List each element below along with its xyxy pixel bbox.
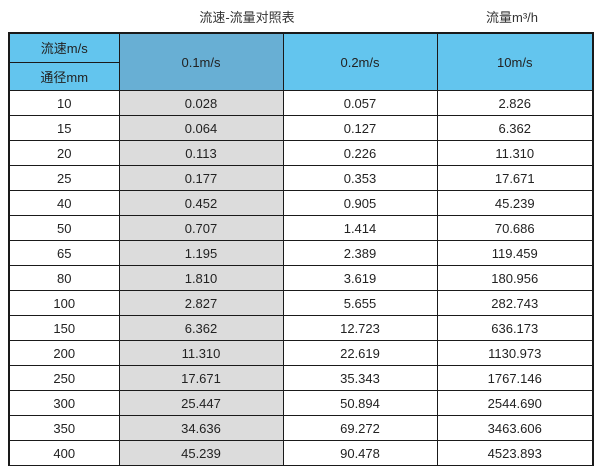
table-row: 40 0.452 0.905 45.239 xyxy=(8,190,594,216)
value-cell-0-1ms: 1.810 xyxy=(118,265,284,291)
value-cell-10ms: 3463.606 xyxy=(436,415,594,441)
value-cell-0-1ms: 25.447 xyxy=(118,390,284,416)
table-row: 150 6.362 12.723 636.173 xyxy=(8,315,594,341)
value-cell-0-1ms: 0.113 xyxy=(118,140,284,166)
value-cell-0-2ms: 2.389 xyxy=(282,240,438,266)
table-row: 10 0.028 0.057 2.826 xyxy=(8,90,594,116)
value-cell-0-1ms: 1.195 xyxy=(118,240,284,266)
value-cell-0-2ms: 3.619 xyxy=(282,265,438,291)
table-row: 250 17.671 35.343 1767.146 xyxy=(8,365,594,391)
diameter-cell: 10 xyxy=(8,90,120,116)
value-cell-0-2ms: 0.057 xyxy=(282,90,438,116)
diameter-cell: 100 xyxy=(8,290,120,316)
value-cell-0-1ms: 0.064 xyxy=(118,115,284,141)
value-cell-10ms: 119.459 xyxy=(436,240,594,266)
diameter-cell: 25 xyxy=(8,165,120,191)
diameter-cell: 200 xyxy=(8,340,120,366)
table-row: 80 1.810 3.619 180.956 xyxy=(8,265,594,291)
value-cell-0-2ms: 0.226 xyxy=(282,140,438,166)
flow-unit-label: 流量m³/h xyxy=(485,10,539,25)
value-cell-0-1ms: 0.452 xyxy=(118,190,284,216)
value-cell-10ms: 636.173 xyxy=(436,315,594,341)
value-cell-10ms: 70.686 xyxy=(436,215,594,241)
value-cell-0-2ms: 1.414 xyxy=(282,215,438,241)
value-cell-10ms: 17.671 xyxy=(436,165,594,191)
diameter-cell: 300 xyxy=(8,390,120,416)
value-cell-0-2ms: 50.894 xyxy=(282,390,438,416)
table-row: 25 0.177 0.353 17.671 xyxy=(8,165,594,191)
value-cell-0-1ms: 0.028 xyxy=(118,90,284,116)
value-cell-0-2ms: 5.655 xyxy=(282,290,438,316)
diameter-cell: 350 xyxy=(8,415,120,441)
value-cell-0-1ms: 2.827 xyxy=(118,290,284,316)
value-cell-10ms: 1130.973 xyxy=(436,340,594,366)
value-cell-0-2ms: 12.723 xyxy=(282,315,438,341)
diameter-cell: 50 xyxy=(8,215,120,241)
value-cell-0-2ms: 69.272 xyxy=(282,415,438,441)
table-row: 20 0.113 0.226 11.310 xyxy=(8,140,594,166)
value-cell-0-2ms: 0.353 xyxy=(282,165,438,191)
value-cell-0-2ms: 0.127 xyxy=(282,115,438,141)
diameter-cell: 20 xyxy=(8,140,120,166)
diameter-cell: 40 xyxy=(8,190,120,216)
value-cell-0-2ms: 35.343 xyxy=(282,365,438,391)
header-row: 流速m/s 通径mm 0.1m/s 0.2m/s 10m/s xyxy=(8,32,594,91)
value-cell-10ms: 2544.690 xyxy=(436,390,594,416)
table-body: 10 0.028 0.057 2.826 15 0.064 0.127 6.36… xyxy=(8,90,594,466)
table-title: 流速-流量对照表 xyxy=(199,10,295,25)
table-row: 400 45.239 90.478 4523.893 xyxy=(8,440,594,466)
diameter-cell: 65 xyxy=(8,240,120,266)
value-cell-10ms: 4523.893 xyxy=(436,440,594,466)
value-cell-0-2ms: 0.905 xyxy=(282,190,438,216)
table-row: 350 34.636 69.272 3463.606 xyxy=(8,415,594,441)
diameter-cell: 150 xyxy=(8,315,120,341)
table-row: 50 0.707 1.414 70.686 xyxy=(8,215,594,241)
table-row: 100 2.827 5.655 282.743 xyxy=(8,290,594,316)
corner-label-velocity: 流速m/s xyxy=(10,34,118,63)
flow-comparison-table: 流速m/s 通径mm 0.1m/s 0.2m/s 10m/s 10 0.028 … xyxy=(8,32,594,466)
value-cell-10ms: 180.956 xyxy=(436,265,594,291)
value-cell-0-1ms: 11.310 xyxy=(118,340,284,366)
value-cell-10ms: 45.239 xyxy=(436,190,594,216)
table-row: 15 0.064 0.127 6.362 xyxy=(8,115,594,141)
diameter-cell: 250 xyxy=(8,365,120,391)
value-cell-0-1ms: 0.177 xyxy=(118,165,284,191)
table-row: 200 11.310 22.619 1130.973 xyxy=(8,340,594,366)
corner-header-cell: 流速m/s 通径mm xyxy=(8,32,120,91)
diameter-cell: 80 xyxy=(8,265,120,291)
diameter-cell: 15 xyxy=(8,115,120,141)
value-cell-10ms: 6.362 xyxy=(436,115,594,141)
value-cell-10ms: 2.826 xyxy=(436,90,594,116)
value-cell-10ms: 1767.146 xyxy=(436,365,594,391)
table-row: 65 1.195 2.389 119.459 xyxy=(8,240,594,266)
value-cell-0-1ms: 45.239 xyxy=(118,440,284,466)
column-header-0-2ms: 0.2m/s xyxy=(282,32,438,91)
value-cell-10ms: 282.743 xyxy=(436,290,594,316)
flow-table-wrap: 流速m/s 通径mm 0.1m/s 0.2m/s 10m/s 10 0.028 … xyxy=(8,32,594,466)
table-row: 300 25.447 50.894 2544.690 xyxy=(8,390,594,416)
value-cell-0-1ms: 6.362 xyxy=(118,315,284,341)
column-header-0-1ms: 0.1m/s xyxy=(118,32,284,91)
diameter-cell: 400 xyxy=(8,440,120,466)
top-captions: 流速-流量对照表 流量m³/h xyxy=(0,3,600,29)
value-cell-0-2ms: 90.478 xyxy=(282,440,438,466)
corner-label-diameter: 通径mm xyxy=(10,62,118,90)
value-cell-10ms: 11.310 xyxy=(436,140,594,166)
value-cell-0-1ms: 34.636 xyxy=(118,415,284,441)
value-cell-0-1ms: 0.707 xyxy=(118,215,284,241)
column-header-10ms: 10m/s xyxy=(436,32,594,91)
value-cell-0-2ms: 22.619 xyxy=(282,340,438,366)
value-cell-0-1ms: 17.671 xyxy=(118,365,284,391)
